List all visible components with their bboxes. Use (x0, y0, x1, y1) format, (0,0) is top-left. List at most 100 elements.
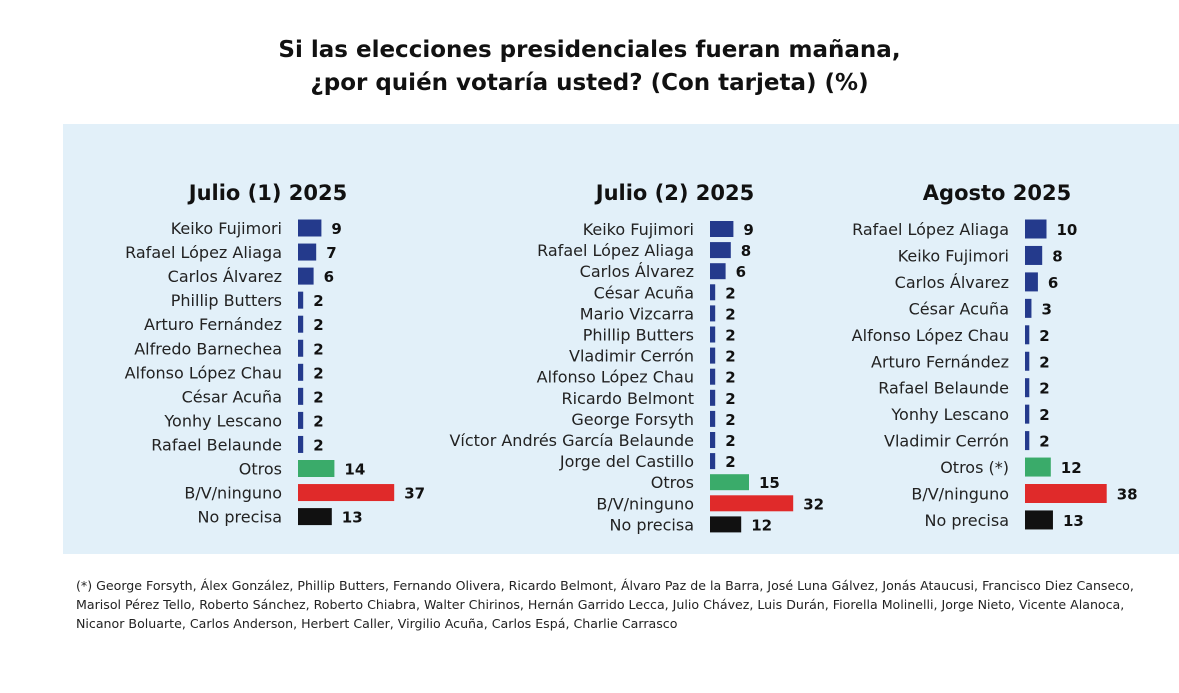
panel-2-title: Julio (2) 2025 (594, 181, 754, 205)
panel-1-label-no-precisa: No precisa (198, 508, 282, 527)
panel-3-label-arturo-fernandez: Arturo Fernández (871, 352, 1009, 371)
panel-1-value-phillip-butters: 2 (313, 292, 323, 310)
panel-2-bar-rafael-lopez-aliaga (710, 242, 731, 259)
panel-1-bar-carlos-alvarez (298, 267, 314, 285)
panel-1-label-otros: Otros (239, 460, 282, 479)
panel-2-value-alfonso-lopez-chau: 2 (725, 369, 735, 387)
panel-1-bar-cesar-acuna (298, 387, 304, 405)
panel-3-value-rafael-lopez-aliaga: 10 (1057, 221, 1078, 239)
panel-2-bar-ricardo-belmont (710, 389, 716, 406)
panel-2-label-b-v-ninguno: B/V/ninguno (596, 494, 694, 513)
panel-3-bar-cesar-acuna (1025, 298, 1032, 318)
panel-3-value-alfonso-lopez-chau: 2 (1039, 327, 1049, 345)
panel-1-label-rafael-belaunde: Rafael Belaunde (151, 435, 282, 454)
panel-1-label-yonhy-lescano: Yonhy Lescano (163, 411, 282, 430)
panel-3-label-rafael-belaunde: Rafael Belaunde (878, 379, 1009, 398)
panel-1-label-b-v-ninguno: B/V/ninguno (184, 484, 282, 503)
panel-1-value-rafael-lopez-aliaga: 7 (326, 244, 336, 262)
panel-1-value-b-v-ninguno: 37 (404, 485, 425, 503)
chart-panel (63, 124, 1179, 554)
panel-3-label-vladimir-cerron: Vladimir Cerrón (884, 432, 1009, 451)
panel-2-bar-keiko-fujimori (710, 221, 734, 237)
panel-2-bar-otros (710, 474, 749, 491)
panel-2-bar-jorge-del-castillo (710, 453, 716, 470)
panel-1-label-rafael-lopez-aliaga: Rafael López Aliaga (125, 243, 282, 262)
panel-2-label-jorge-del-castillo: Jorge del Castillo (559, 452, 694, 471)
panel-2-value-victor-andres-garcia-belaunde: 2 (725, 432, 735, 450)
panel-2-bar-phillip-butters (710, 326, 716, 343)
panel-2-bar-cesar-acuna (710, 284, 716, 301)
panel-1-bar-arturo-fernandez (298, 315, 304, 333)
panel-1-bar-keiko-fujimori (298, 219, 322, 237)
panel-2-value-b-v-ninguno: 32 (803, 495, 824, 513)
panel-3-label-no-precisa: No precisa (925, 511, 1009, 530)
panel-2-value-rafael-lopez-aliaga: 8 (741, 242, 751, 260)
panel-1-bar-no-precisa (298, 508, 332, 526)
panel-1-label-arturo-fernandez: Arturo Fernández (144, 315, 282, 334)
panel-2-label-victor-andres-garcia-belaunde: Víctor Andrés García Belaunde (449, 431, 694, 450)
panel-3-label-keiko-fujimori: Keiko Fujimori (898, 246, 1009, 265)
panel-2-label-phillip-butters: Phillip Butters (583, 326, 694, 345)
panel-1-value-otros: 14 (344, 461, 365, 479)
panel-3-value-rafael-belaunde: 2 (1039, 380, 1049, 398)
title-line-1: Si las elecciones presidenciales fueran … (278, 37, 901, 63)
panel-3-value-arturo-fernandez: 2 (1039, 353, 1049, 371)
panel-2-label-otros: Otros (651, 473, 694, 492)
panel-3-value-otros: 12 (1061, 459, 1082, 477)
panel-1-value-alfonso-lopez-chau: 2 (313, 364, 323, 382)
panel-2-label-cesar-acuna: César Acuña (594, 283, 694, 302)
panel-2-value-ricardo-belmont: 2 (725, 390, 735, 408)
panel-2-label-carlos-alvarez: Carlos Álvarez (580, 262, 694, 281)
panel-3-bar-b-v-ninguno (1025, 484, 1107, 503)
panel-2-bar-vladimir-cerron (710, 347, 716, 364)
panel-2-bar-george-forsyth (710, 410, 716, 427)
panel-1-bar-alfonso-lopez-chau (298, 363, 304, 381)
panel-1-value-yonhy-lescano: 2 (313, 412, 323, 430)
panel-2-label-vladimir-cerron: Vladimir Cerrón (569, 347, 694, 366)
panel-1-value-alfredo-barnechea: 2 (313, 340, 323, 358)
panel-1-value-cesar-acuna: 2 (313, 388, 323, 406)
panel-1-bar-otros (298, 460, 335, 477)
panel-3-value-cesar-acuna: 3 (1041, 300, 1051, 318)
panel-2-value-no-precisa: 12 (751, 516, 772, 534)
panel-3-label-yonhy-lescano: Yonhy Lescano (890, 405, 1009, 424)
panel-2-label-mario-vizcarra: Mario Vizcarra (580, 304, 694, 323)
panel-2-value-george-forsyth: 2 (725, 411, 735, 429)
panel-2-label-no-precisa: No precisa (610, 515, 694, 534)
panel-3-bar-no-precisa (1025, 510, 1053, 530)
panel-3-value-vladimir-cerron: 2 (1039, 433, 1049, 451)
panel-3-bar-arturo-fernandez (1025, 351, 1030, 371)
footnote: (*) George Forsyth, Álex González, Phill… (76, 578, 1134, 631)
panel-3-label-alfonso-lopez-chau: Alfonso López Chau (852, 326, 1009, 345)
panel-2-bar-mario-vizcarra (710, 305, 716, 322)
panel-2-value-keiko-fujimori: 9 (743, 221, 753, 239)
panel-3-label-b-v-ninguno: B/V/ninguno (911, 485, 1009, 504)
panel-2-label-rafael-lopez-aliaga: Rafael López Aliaga (537, 241, 694, 260)
panel-2-label-george-forsyth: George Forsyth (571, 410, 694, 429)
panel-3-value-yonhy-lescano: 2 (1039, 406, 1049, 424)
panel-3-bar-carlos-alvarez (1025, 272, 1038, 292)
panel-3-title: Agosto 2025 (923, 181, 1071, 205)
panel-1-label-phillip-butters: Phillip Butters (171, 291, 282, 310)
panel-3-bar-alfonso-lopez-chau (1025, 325, 1030, 345)
panel-1-value-carlos-alvarez: 6 (324, 268, 334, 286)
panel-3-label-carlos-alvarez: Carlos Álvarez (895, 273, 1009, 292)
panel-1-bar-yonhy-lescano (298, 411, 304, 429)
panel-2-bar-b-v-ninguno (710, 495, 794, 512)
panel-2-value-cesar-acuna: 2 (725, 284, 735, 302)
panel-2-bar-alfonso-lopez-chau (710, 368, 716, 385)
panel-2-bar-victor-andres-garcia-belaunde (710, 432, 716, 448)
panel-3-bar-rafael-belaunde (1025, 378, 1030, 398)
panel-1-label-cesar-acuna: César Acuña (182, 387, 282, 406)
panel-1-value-rafael-belaunde: 2 (313, 436, 323, 454)
panel-1-label-alfonso-lopez-chau: Alfonso López Chau (125, 363, 282, 382)
panel-2-bar-carlos-alvarez (710, 263, 726, 280)
panel-2-value-carlos-alvarez: 6 (736, 263, 746, 281)
panel-3-label-cesar-acuna: César Acuña (909, 299, 1009, 318)
panel-1-value-no-precisa: 13 (342, 509, 363, 527)
panel-2-label-keiko-fujimori: Keiko Fujimori (583, 220, 694, 239)
panel-3-bar-keiko-fujimori (1025, 245, 1043, 265)
panel-1-bar-phillip-butters (298, 291, 304, 309)
panel-1-label-alfredo-barnechea: Alfredo Barnechea (134, 339, 282, 358)
